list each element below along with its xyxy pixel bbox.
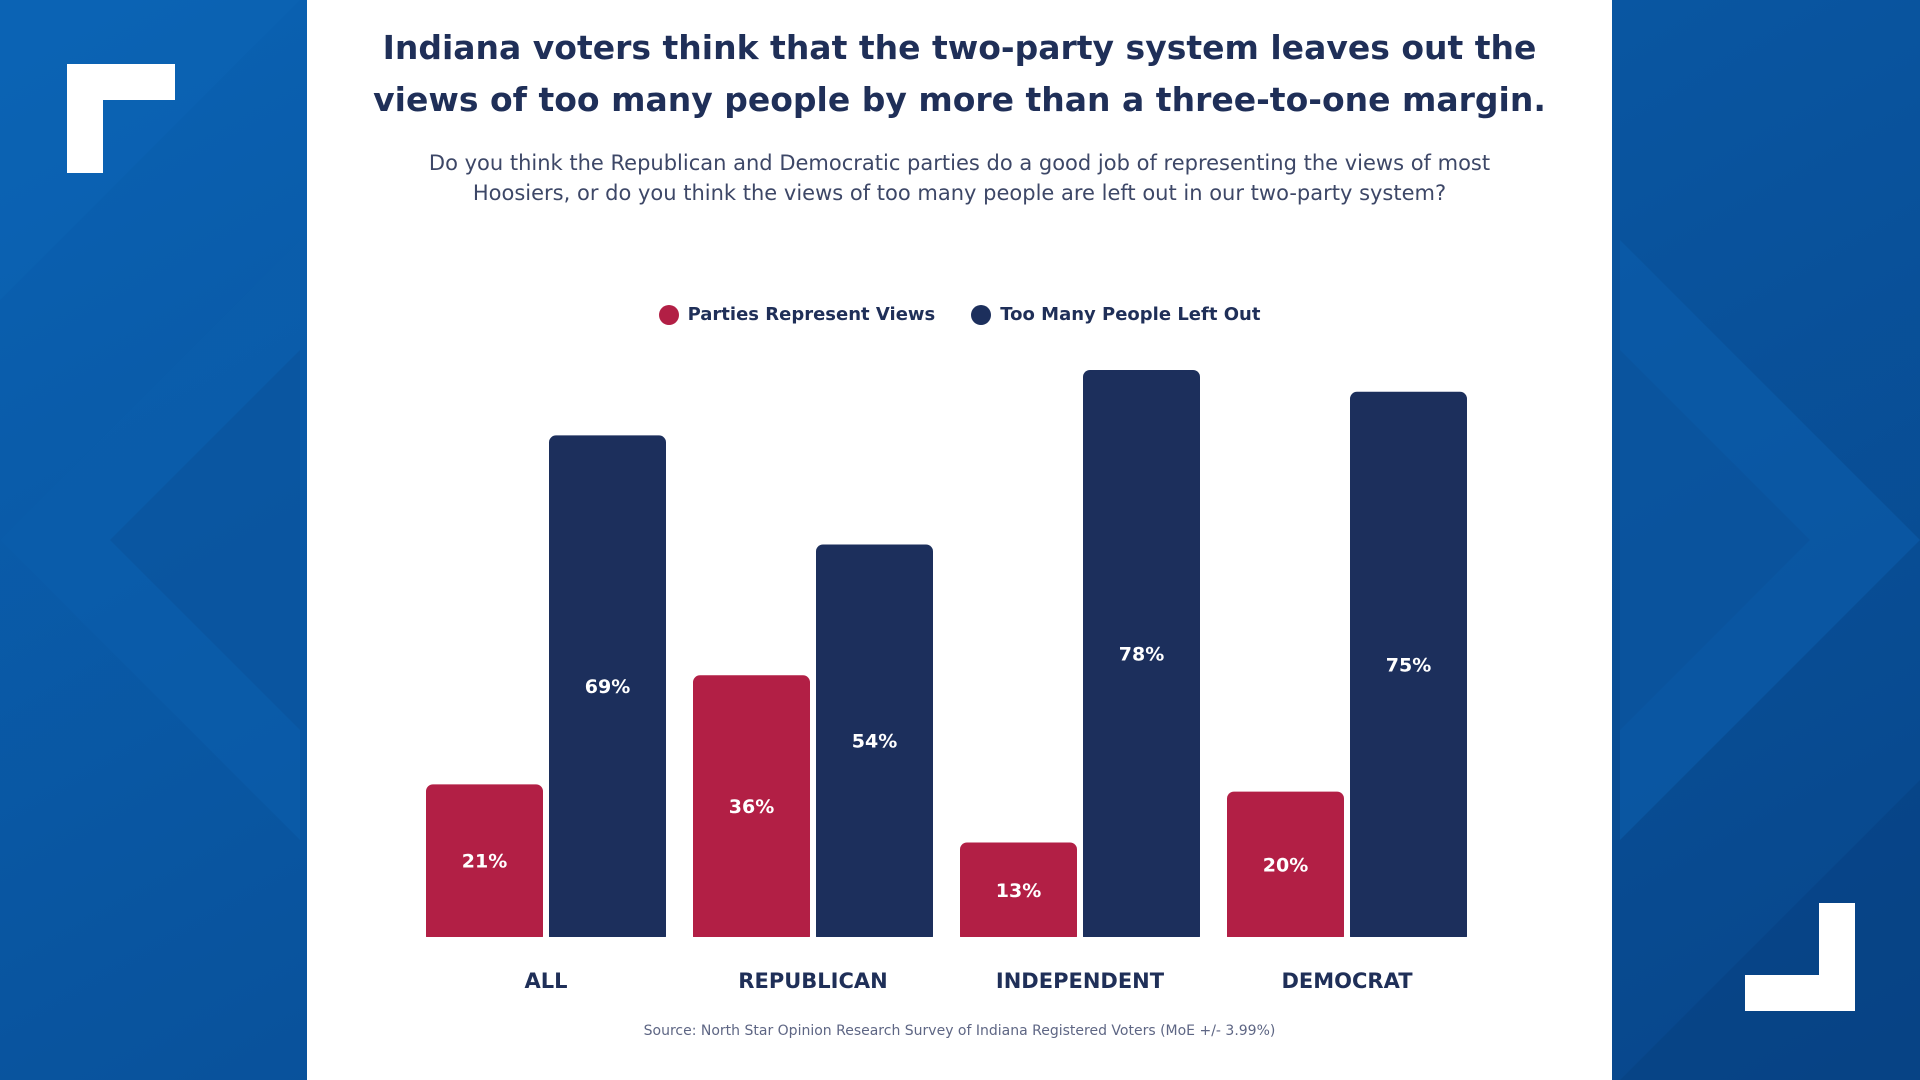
category-label-independent: INDEPENDENT [996,969,1165,993]
legend-item-left-out: Too Many People Left Out [971,304,1260,325]
chart-card: Indiana voters think that the two-party … [307,0,1612,1080]
corner-bracket-bottom-right-vertical [1819,903,1855,1011]
legend-label-represent: Parties Represent Views [687,304,936,325]
data-label-independent-represent: 13% [996,880,1041,902]
legend-swatch-left-out [971,304,992,325]
chart-legend: Parties Represent Views Too Many People … [307,304,1612,325]
data-label-democrat-represent: 20% [1263,854,1308,876]
data-label-republican-left-out: 54% [852,731,897,753]
source-note: Source: North Star Opinion Research Surv… [643,1023,1276,1039]
bar-democrat-represent [1227,791,1344,943]
chart-title: Indiana voters think that the two-party … [307,22,1612,126]
bar-democrat-left-out [1350,391,1467,943]
legend-label-left-out: Too Many People Left Out [1000,304,1261,325]
bar-republican-left-out [816,544,933,943]
category-label-all: ALL [524,969,567,993]
data-label-republican-represent: 36% [729,796,774,818]
chart-subtitle: Do you think the Republican and Democrat… [367,148,1552,208]
chart-title-line-1: Indiana voters think that the two-party … [382,28,1537,67]
data-label-all-represent: 21% [462,851,507,873]
baseline-mask [407,937,1527,945]
chart-title-line-2: views of too many people by more than a … [373,80,1546,119]
data-label-independent-left-out: 78% [1119,644,1164,666]
category-label-democrat: DEMOCRAT [1281,969,1413,993]
bar-all-represent [426,784,543,943]
chart-subtitle-line-1: Do you think the Republican and Democrat… [428,151,1491,175]
bar-all-left-out [549,435,666,943]
data-label-all-left-out: 69% [585,676,630,698]
category-label-republican: REPUBLICAN [738,969,887,993]
corner-bracket-top-left-vertical [67,64,103,173]
legend-swatch-represent [658,304,679,325]
bar-chart: 21% 69% ALL 36% 54% REPUBLICAN 13% 78% INDEPENDE… [407,370,1527,993]
bar-independent-left-out [1083,370,1200,943]
legend-item-represent: Parties Represent Views [658,304,936,325]
bar-republican-represent [693,675,810,943]
chart-subtitle-line-2: Hoosiers, or do you think the views of t… [472,181,1447,205]
bar-independent-represent [960,842,1077,943]
data-label-democrat-left-out: 75% [1386,654,1431,676]
